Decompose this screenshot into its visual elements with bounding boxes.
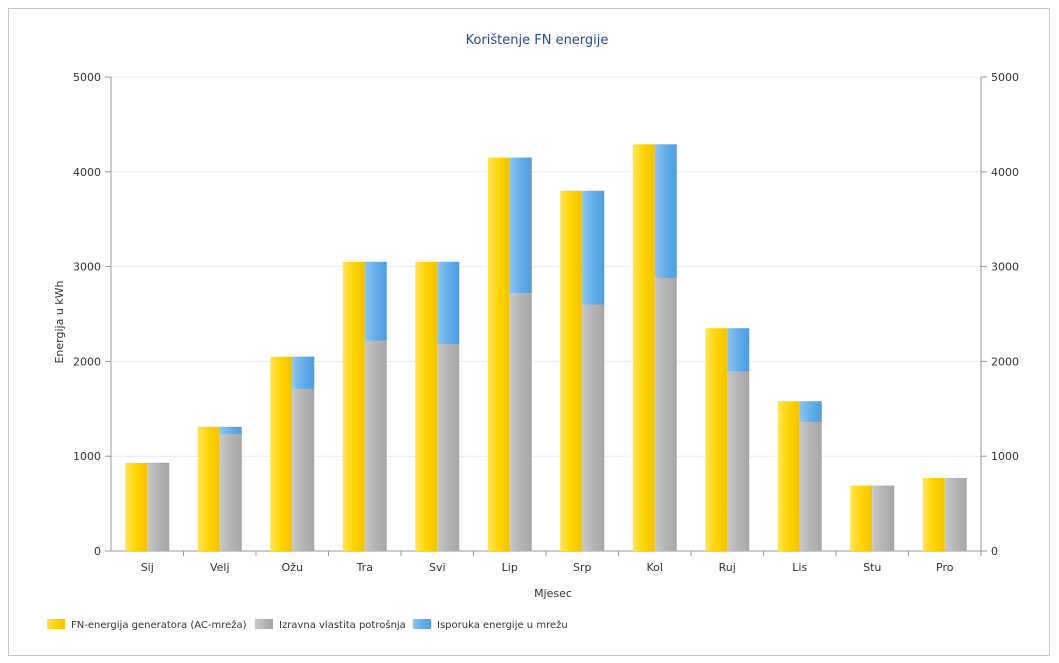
- x-tick-label: Velj: [210, 561, 230, 574]
- y-tick-label-right: 4000: [991, 166, 1019, 179]
- bar-self-consumption: [872, 485, 895, 551]
- legend-label: Izravna vlastita potrošnja: [279, 619, 406, 631]
- bar-self-consumption: [509, 293, 532, 551]
- legend-label: Isporuka energije u mrežu: [437, 619, 568, 631]
- bar-self-consumption: [437, 344, 460, 551]
- legend-swatch: [255, 619, 273, 629]
- bar-self-consumption: [727, 371, 750, 551]
- y-tick-label: 2000: [73, 355, 101, 368]
- x-tick-label: Lip: [502, 561, 518, 574]
- y-tick-label: 3000: [73, 261, 101, 274]
- y-tick-label-right: 3000: [991, 261, 1019, 274]
- chart-title: Korištenje FN energije: [466, 33, 609, 48]
- y-tick-label: 1000: [73, 450, 101, 463]
- bars: [125, 144, 967, 552]
- bar-generator: [342, 261, 365, 551]
- bar-self-consumption: [654, 277, 677, 551]
- y-tick-label: 5000: [73, 71, 101, 84]
- bar-grid-feed-in: [292, 356, 315, 389]
- bar-grid-feed-in: [147, 462, 170, 464]
- bar-generator: [632, 144, 655, 552]
- y-axis-label: Energija u kWh: [53, 280, 66, 363]
- legend-swatch: [413, 619, 431, 629]
- bar-grid-feed-in: [509, 157, 532, 294]
- x-tick-label: Tra: [356, 561, 373, 574]
- bar-grid-feed-in: [727, 328, 750, 372]
- bar-grid-feed-in: [219, 426, 242, 435]
- y-tick-label-right: 0: [991, 545, 998, 558]
- bar-self-consumption: [219, 434, 242, 551]
- x-tick-label: Ruj: [719, 561, 736, 574]
- bar-grid-feed-in: [654, 144, 677, 278]
- bar-generator: [415, 261, 438, 551]
- bar-generator: [125, 462, 148, 551]
- x-tick-label: Stu: [863, 561, 881, 574]
- bar-self-consumption: [364, 340, 387, 551]
- x-tick-label: Pro: [936, 561, 954, 574]
- bar-generator: [487, 157, 510, 551]
- x-axis-label: Mjesec: [534, 587, 572, 600]
- bar-generator: [560, 190, 583, 551]
- bar-grid-feed-in: [799, 401, 822, 423]
- bar-generator: [705, 328, 728, 551]
- bar-grid-feed-in: [364, 261, 387, 341]
- bar-self-consumption: [292, 388, 315, 551]
- bar-self-consumption: [944, 478, 967, 551]
- bar-generator: [777, 401, 800, 551]
- y-tick-label-right: 2000: [991, 355, 1019, 368]
- y-tick-label-right: 1000: [991, 450, 1019, 463]
- bar-grid-feed-in: [582, 190, 605, 305]
- chart: Korištenje FN energije Energija u kWh Mj…: [47, 33, 1019, 631]
- x-tick-label: Lis: [792, 561, 807, 574]
- x-tick-label: Srp: [573, 561, 592, 574]
- bar-generator: [197, 426, 220, 551]
- legend-swatch: [47, 619, 65, 629]
- x-tick-label: Svi: [429, 561, 446, 574]
- bar-self-consumption: [147, 463, 170, 551]
- legend-label: FN-energija generatora (AC-mreža): [71, 619, 247, 631]
- bar-generator: [850, 485, 873, 551]
- bar-self-consumption: [799, 422, 822, 551]
- y-tick-labels: 0 0 1000 1000 2000 2000 3000 3000 4000 4000 5000 50…: [73, 71, 1019, 558]
- gridlines: [111, 76, 981, 457]
- bar-generator: [922, 478, 945, 551]
- axes: [105, 76, 987, 556]
- x-tick-label: Kol: [647, 561, 663, 574]
- chart-frame: Korištenje FN energije Energija u kWh Mj…: [8, 8, 1050, 656]
- y-tick-label: 0: [94, 545, 101, 558]
- x-tick-label: Ožu: [282, 561, 303, 574]
- bar-self-consumption: [582, 304, 605, 551]
- x-tick-labels: Sij Velj Ožu Tra Svi Lip Srp Kol Ruj Lis Stu Pro: [141, 561, 954, 574]
- y-tick-label: 4000: [73, 166, 101, 179]
- y-tick-label-right: 5000: [991, 71, 1019, 84]
- x-tick-label: Sij: [141, 561, 154, 574]
- bar-generator: [270, 356, 293, 551]
- legend: FN-energija generatora (AC-mreža) Izravna…: [47, 619, 568, 631]
- bar-grid-feed-in: [437, 261, 460, 345]
